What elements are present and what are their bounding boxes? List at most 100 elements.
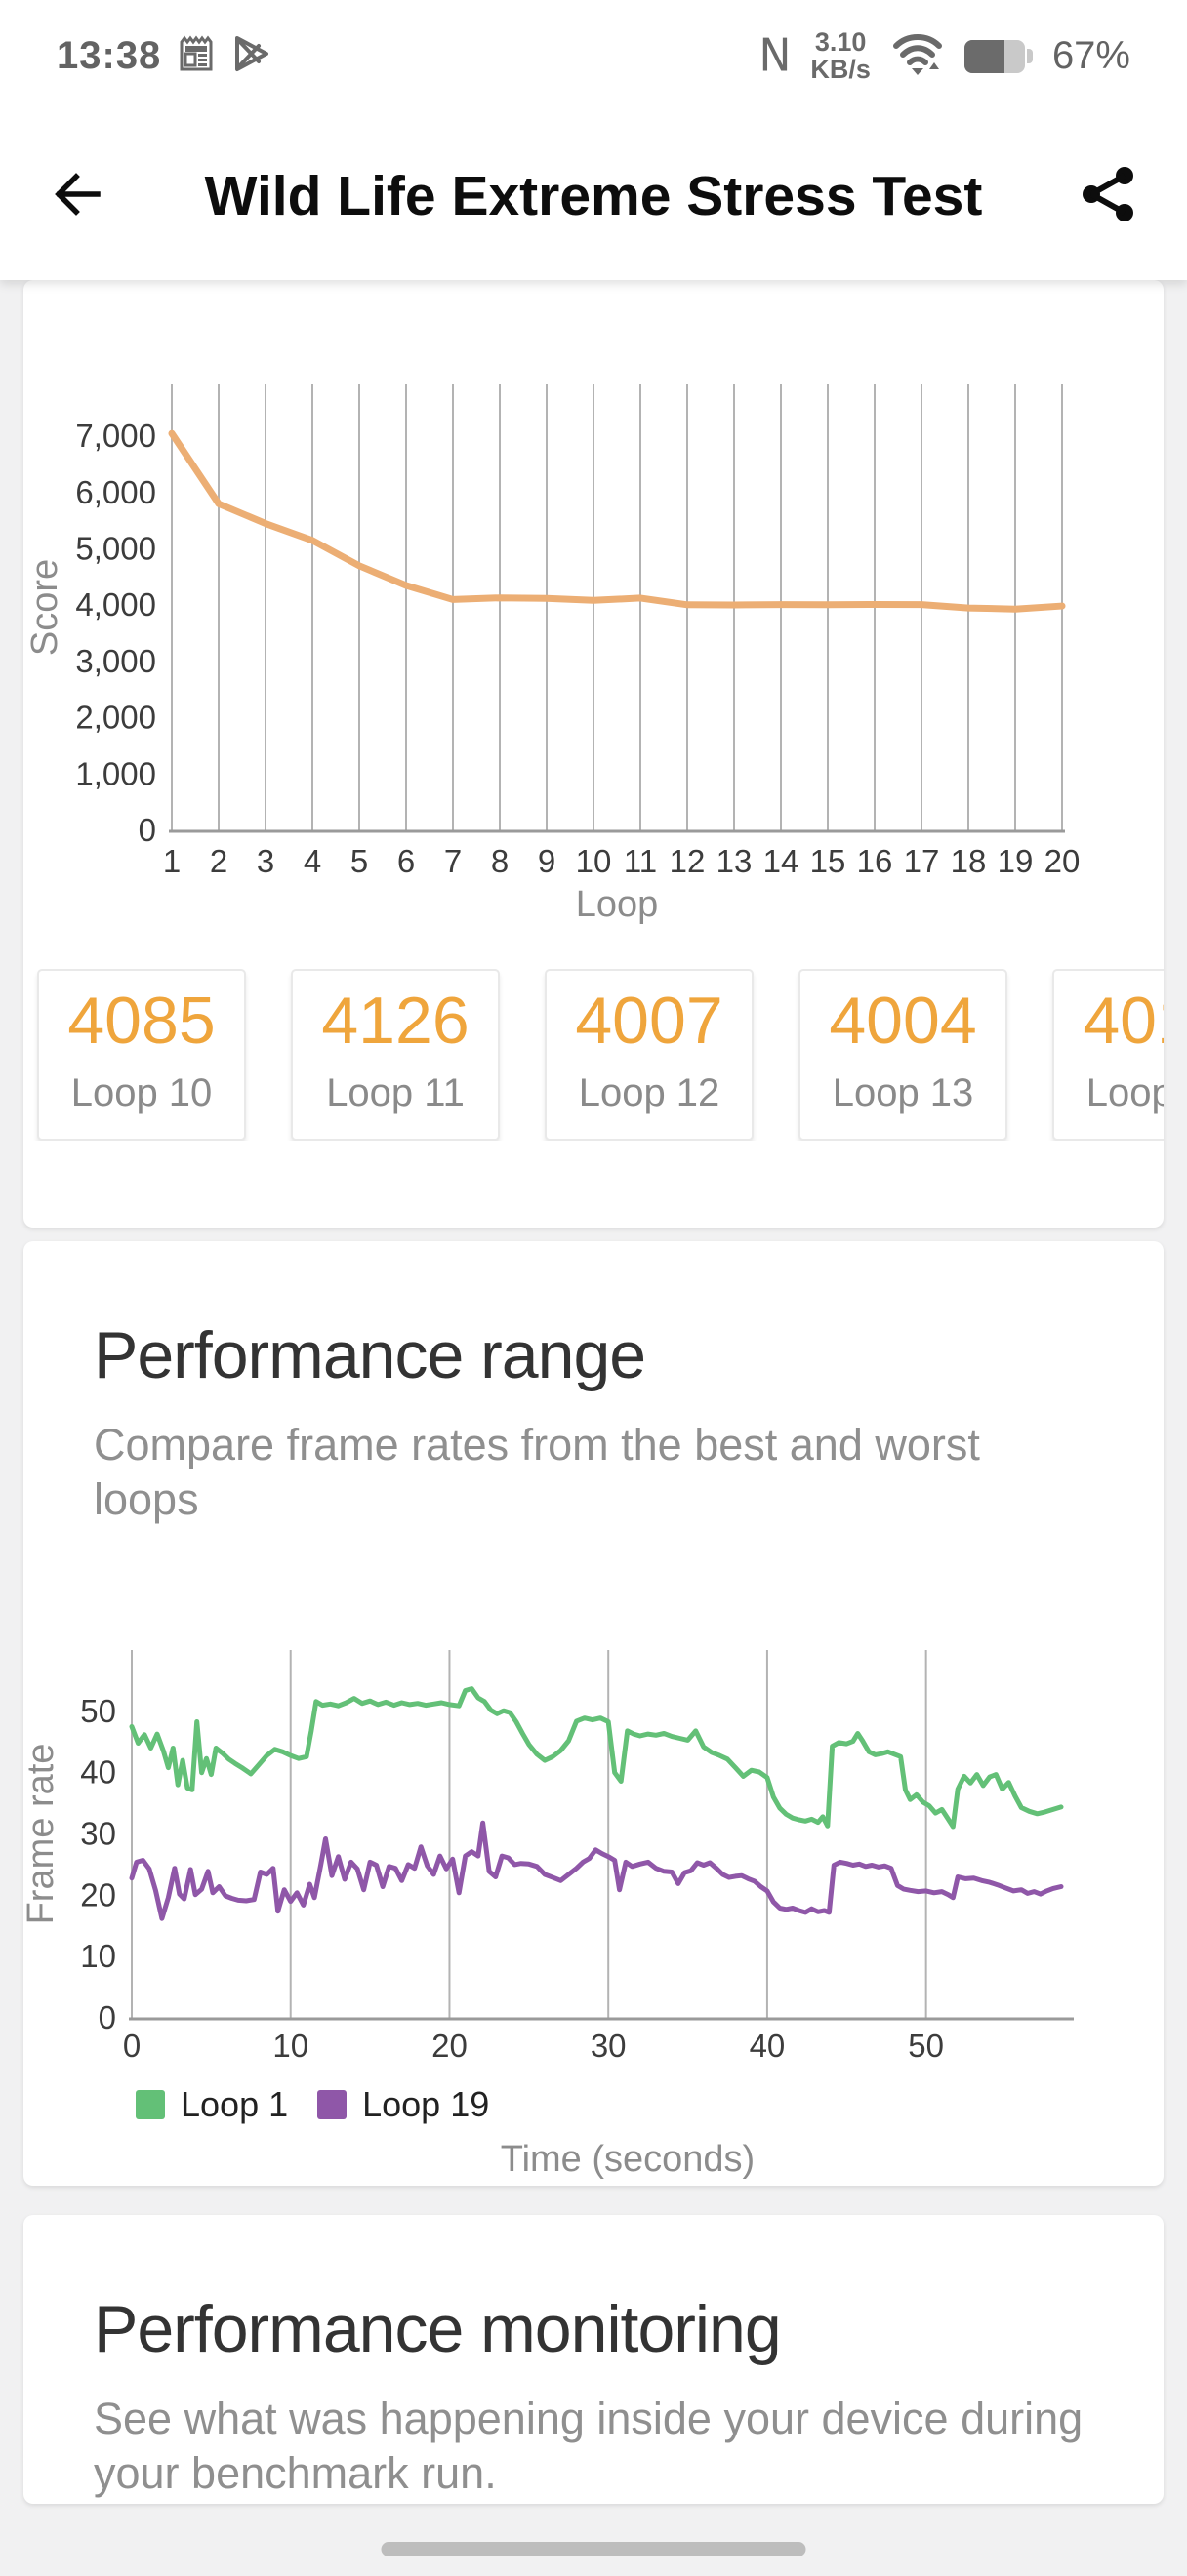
svg-text:11: 11 <box>624 843 657 879</box>
loop-score-label: Loop 10 <box>70 1070 213 1114</box>
legend-label: Loop 1 <box>181 2084 289 2125</box>
loop-score-label: Loop 13 <box>832 1070 974 1114</box>
content-area: 0 1,000 2,000 3,000 4,000 5,000 6,000 7,000 1 2 3 4… <box>0 280 1187 2504</box>
svg-text:14: 14 <box>763 843 799 879</box>
legend-swatch-icon <box>317 2090 348 2120</box>
loop-score-card: 4126 Loop 11 <box>291 969 500 1141</box>
svg-text:12: 12 <box>670 843 706 879</box>
svg-text:16: 16 <box>857 843 893 879</box>
svg-text:10: 10 <box>272 2028 308 2064</box>
svg-text:20: 20 <box>80 1877 116 1913</box>
top-bar: 13:38 <box>0 0 1187 280</box>
svg-text:Frame rate: Frame rate <box>23 1744 61 1925</box>
nfc-icon: N <box>758 29 792 83</box>
loop-score-card: 4004 Loop 13 <box>798 969 1007 1141</box>
svg-text:2,000: 2,000 <box>75 700 156 736</box>
svg-text:4: 4 <box>304 843 321 879</box>
svg-text:20: 20 <box>431 2028 468 2064</box>
time-axis-label: Time (seconds) <box>500 2139 756 2181</box>
legend-item: Loop 19 <box>317 2084 489 2125</box>
network-speed: 3.10 KB/s <box>810 26 871 84</box>
svg-text:5: 5 <box>350 843 368 879</box>
svg-text:13: 13 <box>716 843 753 879</box>
svg-text:10: 10 <box>576 843 612 879</box>
back-button[interactable] <box>43 161 113 231</box>
share-button[interactable] <box>1074 161 1144 231</box>
loop-score-row[interactable]: 4085 Loop 10 4126 Loop 11 4007 Loop 12 4004 Loo… <box>23 969 1164 1141</box>
network-speed-unit: KB/s <box>810 54 871 84</box>
status-bar: 13:38 <box>0 0 1187 112</box>
svg-text:Score: Score <box>24 559 65 656</box>
svg-text:7: 7 <box>444 843 462 879</box>
svg-text:30: 30 <box>80 1816 116 1852</box>
svg-text:0: 0 <box>139 812 156 848</box>
svg-text:50: 50 <box>908 2028 944 2064</box>
loop-score-label: Loop 11 <box>326 1070 465 1114</box>
wifi-icon <box>890 30 945 82</box>
battery-percent-text: 67% <box>1051 34 1130 77</box>
performance-monitoring-card: Performance monitoring See what was happ… <box>23 2215 1164 2504</box>
loop-score-value: 4085 <box>67 984 216 1058</box>
svg-text:4,000: 4,000 <box>75 586 156 623</box>
svg-text:40: 40 <box>80 1754 116 1791</box>
svg-text:0: 0 <box>99 1999 116 2035</box>
page-title: Wild Life Extreme Stress Test <box>204 165 983 227</box>
svg-text:18: 18 <box>951 843 987 879</box>
svg-text:20: 20 <box>1044 843 1081 879</box>
chart-legend: Loop 1 Loop 19 <box>136 2084 1164 2125</box>
svg-text:19: 19 <box>998 843 1034 879</box>
score-chart-card: 0 1,000 2,000 3,000 4,000 5,000 6,000 7,000 1 2 3 4… <box>23 280 1164 1228</box>
battery-icon <box>963 39 1033 73</box>
status-bar-right: N 3.10 KB/s <box>758 26 1131 84</box>
legend-item: Loop 1 <box>136 2084 288 2125</box>
legend-swatch-icon <box>136 2090 165 2120</box>
gesture-navigation-handle[interactable] <box>381 2542 806 2556</box>
play-store-icon <box>231 32 272 80</box>
performance-monitoring-subtitle: See what was happening inside your devic… <box>94 2393 1084 2498</box>
svg-text:5,000: 5,000 <box>75 530 156 566</box>
notes-icon <box>179 34 214 78</box>
svg-text:3,000: 3,000 <box>75 643 156 679</box>
performance-range-heading: Performance range <box>94 1318 646 1392</box>
network-speed-value: 3.10 <box>814 26 867 57</box>
svg-text:3: 3 <box>257 843 274 879</box>
svg-text:17: 17 <box>904 843 940 879</box>
svg-text:8: 8 <box>491 843 509 879</box>
frame-rate-chart: 0 10 20 30 40 50 0 10 20 30 40 50 Frame rate <box>23 1650 1074 2064</box>
legend-label: Loop 19 <box>362 2084 490 2125</box>
loop-score-label: Loop 12 <box>578 1070 720 1114</box>
performance-range-card: Performance range Compare frame rates fr… <box>23 1241 1164 2186</box>
svg-text:30: 30 <box>591 2028 627 2064</box>
loop-score-value: 4004 <box>829 984 977 1058</box>
svg-text:50: 50 <box>80 1693 116 1729</box>
svg-text:40: 40 <box>750 2028 786 2064</box>
loop-score-card: 4007 Loop 12 <box>545 969 754 1141</box>
loop-score-value: 4010 <box>1083 984 1164 1058</box>
loop-score-label: Loop 14 <box>1085 1070 1164 1114</box>
loop-score-value: 4007 <box>575 984 723 1058</box>
share-icon <box>1079 164 1139 229</box>
svg-text:Loop: Loop <box>576 884 659 924</box>
svg-text:1,000: 1,000 <box>75 755 156 791</box>
loop-score-card: 4085 Loop 10 <box>37 969 246 1141</box>
status-bar-left: 13:38 <box>57 32 759 80</box>
svg-text:9: 9 <box>538 843 555 879</box>
performance-monitoring-heading: Performance monitoring <box>94 2292 782 2366</box>
svg-text:1: 1 <box>163 843 181 879</box>
arrow-back-icon <box>51 167 105 226</box>
performance-range-subtitle: Compare frame rates from the best and wo… <box>94 1419 980 1524</box>
svg-text:6: 6 <box>397 843 415 879</box>
loop-score-value: 4126 <box>321 984 470 1058</box>
svg-text:15: 15 <box>810 843 846 879</box>
svg-text:7,000: 7,000 <box>75 418 156 454</box>
svg-text:2: 2 <box>210 843 227 879</box>
battery-fill <box>963 39 1005 73</box>
svg-text:6,000: 6,000 <box>75 474 156 510</box>
app-bar: Wild Life Extreme Stress Test <box>0 112 1187 280</box>
svg-text:10: 10 <box>80 1939 116 1975</box>
loop-score-card: 4010 Loop 14 <box>1052 969 1164 1141</box>
clock-text: 13:38 <box>57 34 162 77</box>
svg-text:0: 0 <box>123 2028 141 2064</box>
